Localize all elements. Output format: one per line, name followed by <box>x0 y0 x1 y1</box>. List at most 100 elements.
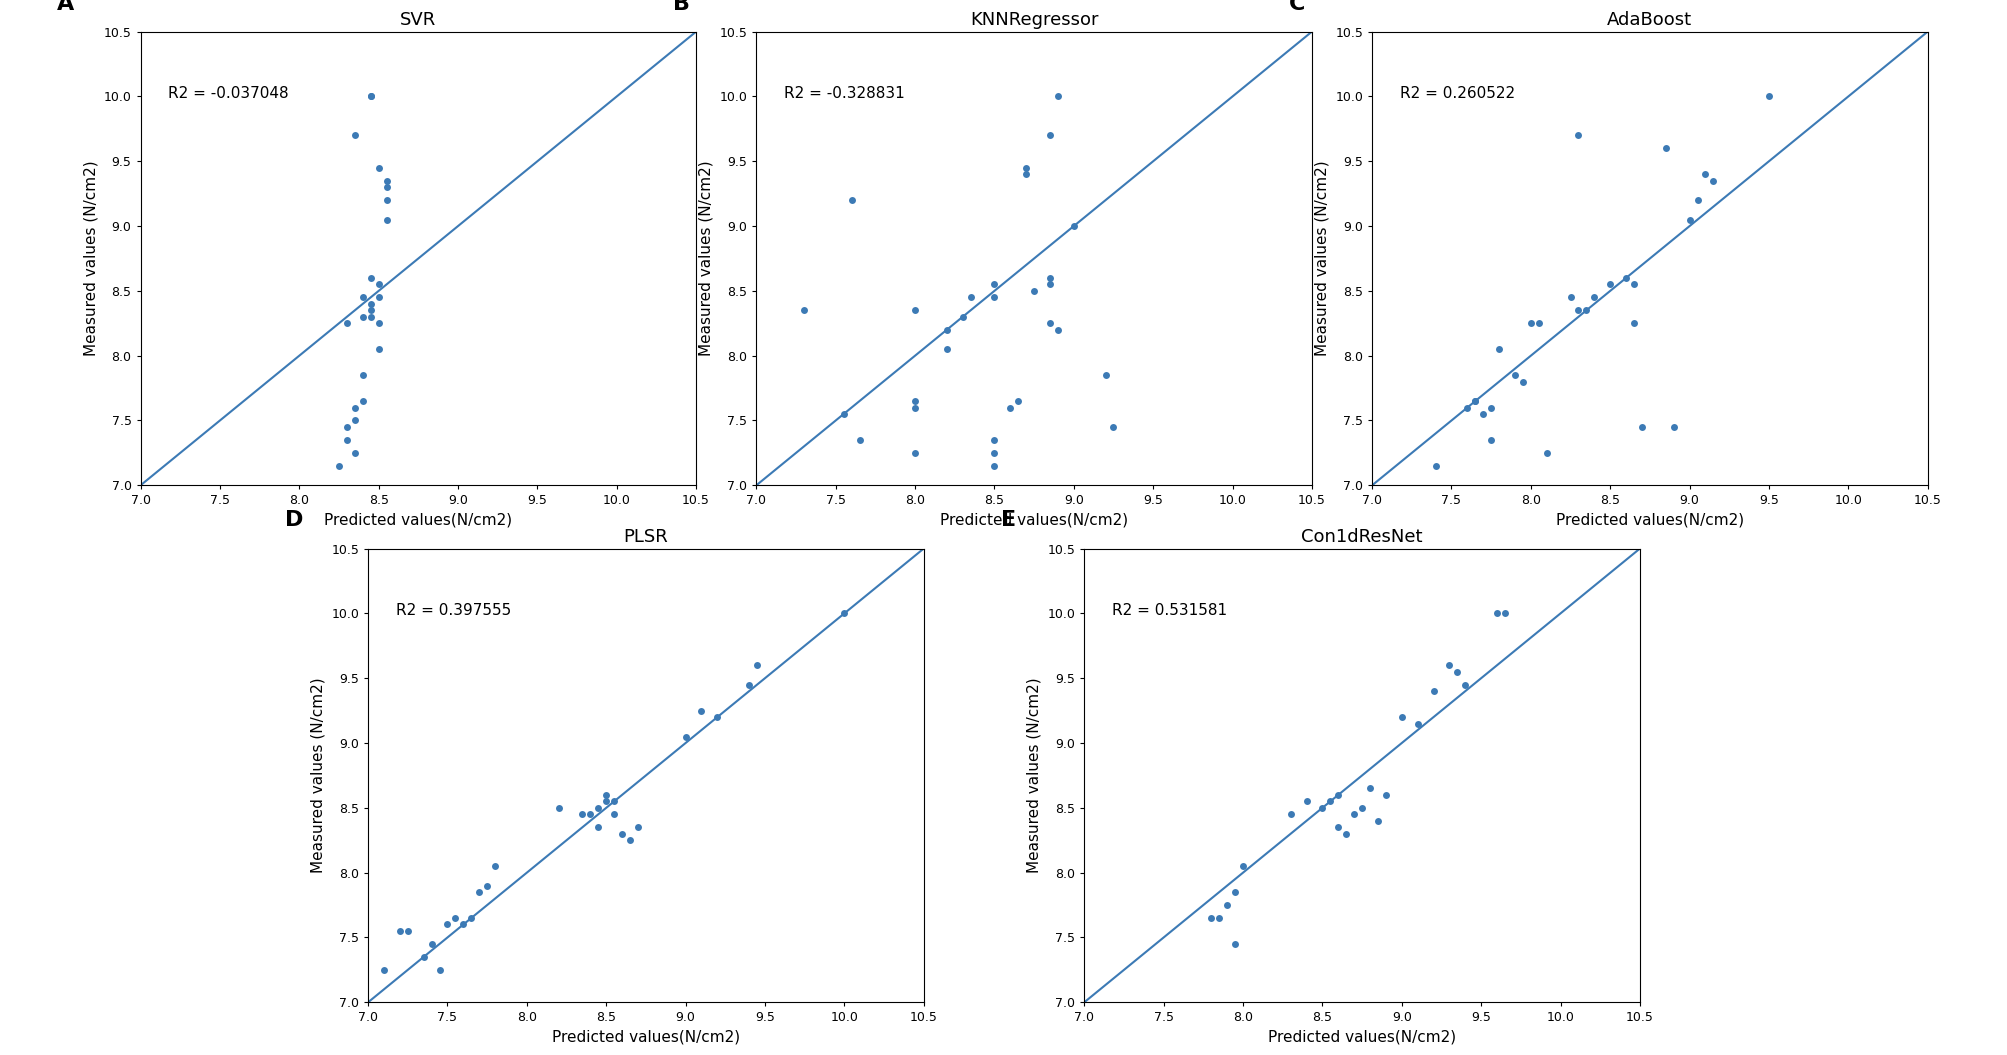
Title: SVR: SVR <box>399 11 436 28</box>
Point <box>1618 314 1650 331</box>
Point <box>1610 269 1642 286</box>
Point <box>899 302 931 319</box>
Point <box>1521 314 1553 331</box>
Point <box>590 793 622 810</box>
Point <box>415 936 448 953</box>
Point <box>1680 192 1712 209</box>
Point <box>1321 819 1353 836</box>
Title: Con1dResNet: Con1dResNet <box>1301 528 1423 545</box>
Point <box>355 88 387 104</box>
Point <box>331 419 363 436</box>
Point <box>1569 302 1602 319</box>
Point <box>827 605 859 621</box>
Point <box>542 800 574 817</box>
Point <box>1561 127 1594 143</box>
Point <box>347 289 379 306</box>
Point <box>1218 936 1250 953</box>
Point <box>668 728 700 745</box>
Point <box>1034 127 1066 143</box>
Point <box>566 806 598 823</box>
Point <box>1315 793 1347 810</box>
Point <box>899 444 931 461</box>
Point <box>1042 88 1074 104</box>
Point <box>355 295 387 312</box>
Point <box>1487 605 1519 621</box>
Point <box>1417 683 1449 699</box>
Point <box>741 657 773 674</box>
Point <box>464 884 496 901</box>
Point <box>787 302 819 319</box>
Point <box>371 178 403 195</box>
Point <box>407 948 440 965</box>
Point <box>363 314 395 331</box>
Text: R2 = -0.037048: R2 = -0.037048 <box>169 87 289 101</box>
Point <box>582 819 614 836</box>
Point <box>1441 664 1473 680</box>
Point <box>1034 269 1066 286</box>
Point <box>622 819 654 836</box>
Point <box>347 367 379 384</box>
Point <box>1529 444 1561 461</box>
Point <box>1650 140 1682 157</box>
Point <box>371 211 403 228</box>
Point <box>1553 289 1586 306</box>
Point <box>363 276 395 293</box>
Text: R2 = -0.328831: R2 = -0.328831 <box>783 87 905 101</box>
Point <box>1345 800 1377 817</box>
Point <box>363 341 395 358</box>
Point <box>355 269 387 286</box>
Point <box>1475 399 1507 416</box>
Point <box>1321 786 1353 803</box>
Point <box>331 314 363 331</box>
Point <box>835 192 867 209</box>
Point <box>1226 858 1258 875</box>
Point <box>1291 793 1323 810</box>
Point <box>355 88 387 104</box>
Point <box>1090 367 1122 384</box>
Point <box>363 159 395 176</box>
Point <box>1696 172 1728 189</box>
Point <box>1018 283 1050 300</box>
Point <box>1194 909 1226 926</box>
Point <box>448 916 480 933</box>
Point <box>1459 392 1491 409</box>
Point <box>590 786 622 803</box>
Point <box>1618 276 1650 293</box>
Point <box>606 825 638 842</box>
Point <box>899 392 931 409</box>
Y-axis label: Measured values (N/cm2): Measured values (N/cm2) <box>82 160 98 357</box>
Point <box>931 322 963 339</box>
Point <box>1034 314 1066 331</box>
Point <box>977 289 1010 306</box>
Point <box>1098 419 1130 436</box>
Point <box>339 127 371 143</box>
Point <box>1626 419 1658 436</box>
Point <box>827 405 859 422</box>
Point <box>383 922 415 939</box>
Text: E: E <box>1001 511 1016 531</box>
Point <box>1202 909 1234 926</box>
Text: R2 = 0.531581: R2 = 0.531581 <box>1112 603 1226 618</box>
Point <box>432 916 464 933</box>
Point <box>1459 392 1491 409</box>
Point <box>347 308 379 325</box>
Point <box>1419 458 1451 475</box>
Point <box>1001 392 1034 409</box>
Point <box>456 909 488 926</box>
Text: D: D <box>285 511 303 531</box>
Point <box>1688 166 1720 183</box>
X-axis label: Predicted values(N/cm2): Predicted values(N/cm2) <box>1266 1030 1455 1044</box>
Point <box>953 289 985 306</box>
Point <box>1329 825 1361 842</box>
Point <box>1561 302 1594 319</box>
Point <box>323 458 355 475</box>
X-axis label: Predicted values(N/cm2): Predicted values(N/cm2) <box>552 1030 741 1044</box>
Point <box>977 444 1010 461</box>
Point <box>355 302 387 319</box>
Point <box>931 341 963 358</box>
Point <box>1475 431 1507 448</box>
Y-axis label: Measured values (N/cm2): Measured values (N/cm2) <box>311 677 325 874</box>
Point <box>1505 373 1537 390</box>
Point <box>1401 715 1433 732</box>
Point <box>574 806 606 823</box>
